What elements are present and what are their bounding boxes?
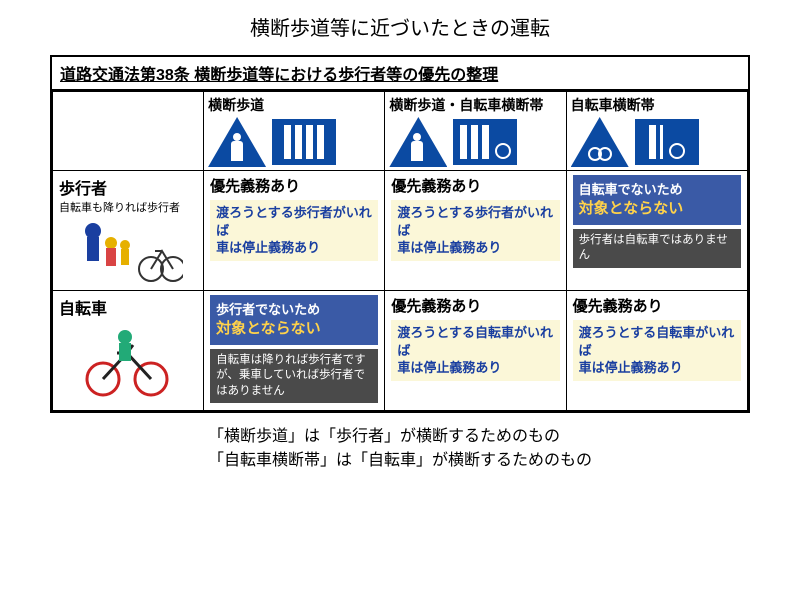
col-label: 横断歩道・自転車横断帯 xyxy=(389,95,561,115)
cell-bike-crosswalk: 歩行者でないため 対象とならない 自転車は降りれば歩行者ですが、乗車していれば歩… xyxy=(204,291,385,411)
col-header-bike-lane: 自転車横断帯 xyxy=(566,92,747,171)
col-label: 横断歩道 xyxy=(208,95,380,115)
cell-ped-crosswalk: 優先義務あり 渡ろうとする歩行者がいれば 車は停止義務あり xyxy=(204,171,385,291)
row-header-bicycle: 自転車 xyxy=(53,291,204,411)
na-box: 自転車でないため 対象とならない xyxy=(573,175,741,225)
row-header-pedestrian: 歩行者 自転車も降りれば歩行者 xyxy=(53,171,204,291)
pedestrian-illustration xyxy=(59,215,197,285)
na-box: 歩行者でないため 対象とならない xyxy=(210,295,378,345)
table-subtitle: 道路交通法第38条 横断歩道等における歩行者等の優先の整理 xyxy=(52,57,748,91)
footer-line-2: 「自転車横断帯」は「自転車」が横断するためのもの xyxy=(208,449,592,473)
col-label: 自転車横断帯 xyxy=(571,95,743,115)
page-title: 横断歩道等に近づいたときの運転 xyxy=(250,12,550,41)
bike-lane-marking-icon xyxy=(635,119,699,165)
na-note: 自転車は降りれば歩行者ですが、乗車していれば歩行者ではありません xyxy=(210,349,378,404)
pedestrian-bike-sign-icon xyxy=(389,117,447,167)
row-sublabel: 自転車も降りれば歩行者 xyxy=(59,199,197,215)
cell-bike-crosswalk-bike: 優先義務あり 渡ろうとする自転車がいれば 車は停止義務あり xyxy=(385,291,566,411)
crosswalk-marking-icon xyxy=(272,119,336,165)
na-note: 歩行者は自転車ではありません xyxy=(573,229,741,268)
na-result: 対象とならない xyxy=(579,199,735,219)
detail-text: 渡ろうとする歩行者がいれば 車は停止義務あり xyxy=(391,200,559,261)
crosswalk-bike-marking-icon xyxy=(453,119,517,165)
corner-cell xyxy=(53,92,204,171)
na-reason: 歩行者でないため xyxy=(216,302,320,317)
footer-note: 「横断歩道」は「歩行者」が横断するためのもの 「自転車横断帯」は「自転車」が横断… xyxy=(208,425,592,473)
cell-bike-bike-lane: 優先義務あり 渡ろうとする自転車がいれば 車は停止義務あり xyxy=(566,291,747,411)
obligation-label: 優先義務あり xyxy=(573,295,741,316)
col-header-crosswalk-bike: 横断歩道・自転車横断帯 xyxy=(385,92,566,171)
bicycle-illustration xyxy=(59,319,197,399)
obligation-label: 優先義務あり xyxy=(391,295,559,316)
row-label: 自転車 xyxy=(59,301,107,318)
obligation-label: 優先義務あり xyxy=(210,175,378,196)
detail-text: 渡ろうとする歩行者がいれば 車は停止義務あり xyxy=(210,200,378,261)
rules-table: 道路交通法第38条 横断歩道等における歩行者等の優先の整理 横断歩道 横断歩道・… xyxy=(50,55,750,413)
row-label: 歩行者 xyxy=(59,181,107,198)
pedestrian-sign-icon xyxy=(208,117,266,167)
footer-line-1: 「横断歩道」は「歩行者」が横断するためのもの xyxy=(208,425,592,449)
na-reason: 自転車でないため xyxy=(579,182,683,197)
detail-text: 渡ろうとする自転車がいれば 車は停止義務あり xyxy=(391,320,559,381)
row-pedestrian: 歩行者 自転車も降りれば歩行者 優先義務あり 渡ろうとする歩行者がいれば 車は停… xyxy=(53,171,748,291)
obligation-label: 優先義務あり xyxy=(391,175,559,196)
detail-text: 渡ろうとする自転車がいれば 車は停止義務あり xyxy=(573,320,741,381)
na-result: 対象とならない xyxy=(216,319,372,339)
bike-sign-icon xyxy=(571,117,629,167)
col-header-crosswalk: 横断歩道 xyxy=(204,92,385,171)
cell-ped-bike-lane: 自転車でないため 対象とならない 歩行者は自転車ではありません xyxy=(566,171,747,291)
row-bicycle: 自転車 歩行者でないため 対象とならない 自転車は降りれば歩行者ですが、乗車して… xyxy=(53,291,748,411)
cell-ped-crosswalk-bike: 優先義務あり 渡ろうとする歩行者がいれば 車は停止義務あり xyxy=(385,171,566,291)
